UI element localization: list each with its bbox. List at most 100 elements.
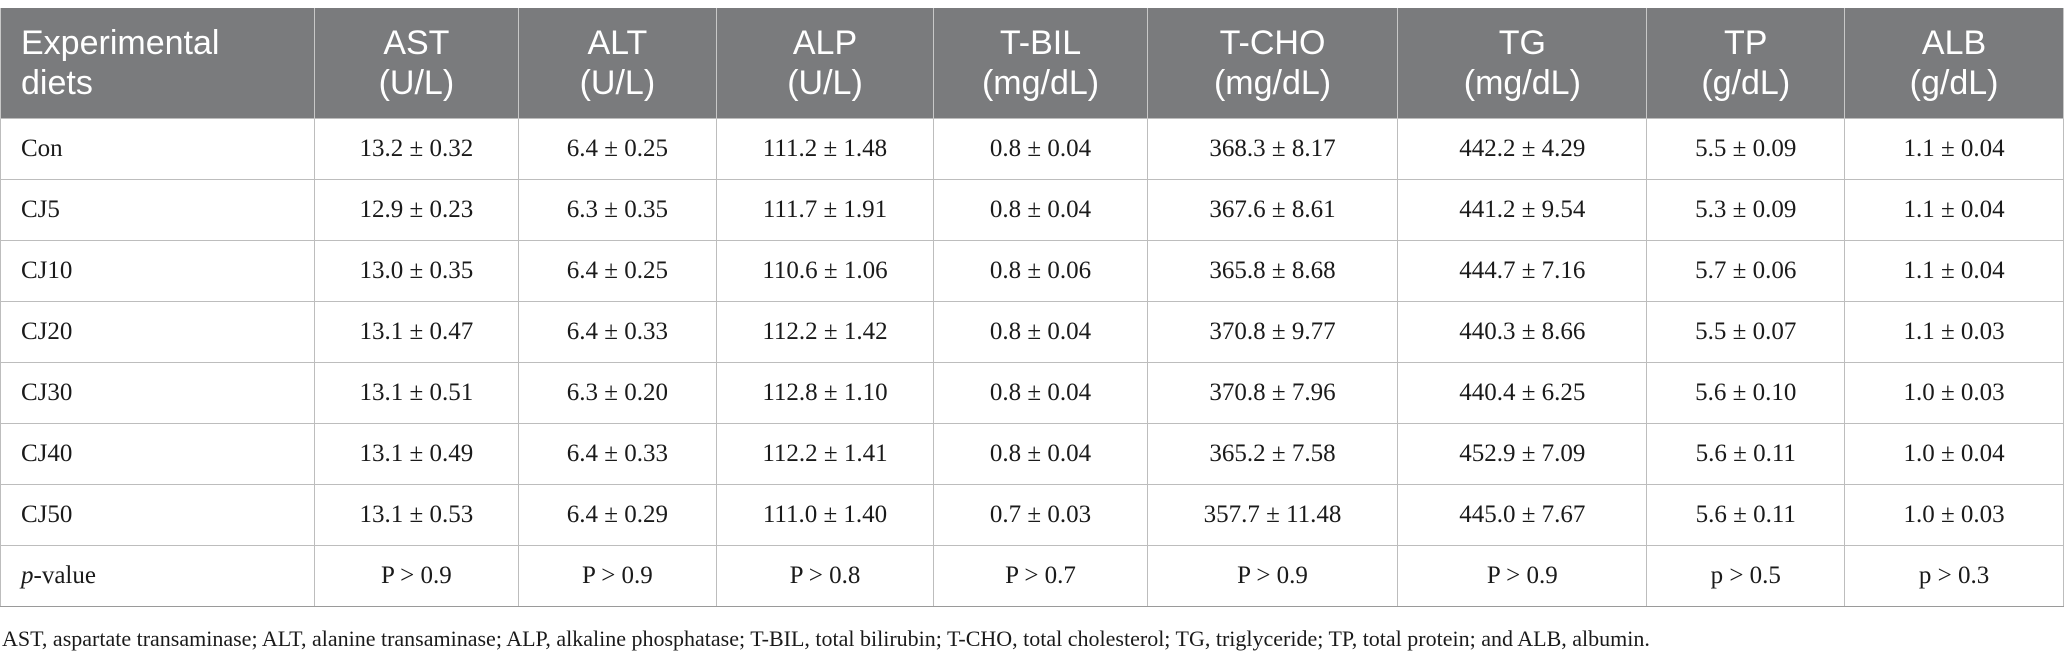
table-row-cj20: CJ20 13.1 ± 0.47 6.4 ± 0.33 112.2 ± 1.42…	[0, 300, 2064, 363]
cell-tp: 5.6 ± 0.11	[1646, 483, 1846, 546]
cell-tp: 5.6 ± 0.10	[1646, 361, 1846, 424]
table-row-cj5: CJ5 12.9 ± 0.23 6.3 ± 0.35 111.7 ± 1.91 …	[0, 178, 2064, 241]
header-t-bil: T-BIL (mg/dL)	[933, 8, 1148, 118]
cell-alt: 6.4 ± 0.33	[518, 300, 717, 363]
cell-alt: 6.4 ± 0.33	[518, 422, 717, 485]
header-ast: AST (U/L)	[313, 8, 520, 118]
cell-ast: 13.0 ± 0.35	[313, 239, 520, 302]
row-label: CJ30	[0, 361, 315, 424]
cell-ast: 13.2 ± 0.32	[313, 117, 520, 180]
header-unit: (g/dL)	[1701, 63, 1791, 102]
header-line: T-CHO	[1219, 23, 1326, 62]
cell-tg: 444.7 ± 7.16	[1397, 239, 1648, 302]
row-label: CJ40	[0, 422, 315, 485]
row-label: CJ5	[0, 178, 315, 241]
header-unit: (mg/dL)	[1463, 63, 1581, 102]
cell-tg: 440.3 ± 8.66	[1397, 300, 1648, 363]
cell-alt: 6.4 ± 0.25	[518, 239, 717, 302]
cell-alb: 1.0 ± 0.03	[1844, 483, 2064, 546]
cell-alp: 112.2 ± 1.42	[715, 300, 935, 363]
cell-tg: 442.2 ± 4.29	[1397, 117, 1648, 180]
cell-t-bil: 0.8 ± 0.04	[933, 178, 1148, 241]
cell-alb: 1.1 ± 0.03	[1844, 300, 2064, 363]
cell-tp: 5.5 ± 0.07	[1646, 300, 1846, 363]
header-unit: (g/dL)	[1909, 63, 1999, 102]
header-line: T-BIL	[999, 23, 1082, 62]
header-alb: ALB (g/dL)	[1844, 8, 2064, 118]
cell-alp: 111.7 ± 1.91	[715, 178, 935, 241]
cell-t-bil: 0.8 ± 0.04	[933, 300, 1148, 363]
header-line: ALB	[1921, 23, 1987, 62]
header-line: TG	[1498, 23, 1546, 62]
header-unit: (U/L)	[579, 63, 656, 102]
header-line: diets	[21, 63, 93, 102]
table-body: Con 13.2 ± 0.32 6.4 ± 0.25 111.2 ± 1.48 …	[0, 117, 2064, 607]
header-tg: TG (mg/dL)	[1397, 8, 1648, 118]
cell-alp: 110.6 ± 1.06	[715, 239, 935, 302]
row-label: CJ50	[0, 483, 315, 546]
p-value-label: p-value	[0, 544, 315, 607]
table-header: Experimental diets AST (U/L) ALT (U/L) A…	[0, 8, 2064, 118]
table-row-con: Con 13.2 ± 0.32 6.4 ± 0.25 111.2 ± 1.48 …	[0, 117, 2064, 180]
header-unit: (mg/dL)	[981, 63, 1100, 102]
cell-alp: 112.8 ± 1.10	[715, 361, 935, 424]
header-alp: ALP (U/L)	[715, 8, 935, 118]
cell-alp: 111.2 ± 1.48	[715, 117, 935, 180]
row-label: CJ20	[0, 300, 315, 363]
data-table: Experimental diets AST (U/L) ALT (U/L) A…	[0, 8, 2064, 607]
p-value-alt: P > 0.9	[518, 544, 717, 607]
cell-tg: 452.9 ± 7.09	[1397, 422, 1648, 485]
cell-t-cho: 370.8 ± 9.77	[1146, 300, 1399, 363]
header-alt: ALT (U/L)	[518, 8, 717, 118]
p-value-t-cho: P > 0.9	[1146, 544, 1399, 607]
table-row-cj50: CJ50 13.1 ± 0.53 6.4 ± 0.29 111.0 ± 1.40…	[0, 483, 2064, 546]
p-value-tp: p > 0.5	[1646, 544, 1846, 607]
cell-alp: 111.0 ± 1.40	[715, 483, 935, 546]
table-footnote: AST, aspartate transaminase; ALT, alanin…	[2, 626, 1650, 651]
cell-alt: 6.4 ± 0.29	[518, 483, 717, 546]
p-value-tg: P > 0.9	[1397, 544, 1648, 607]
p-value-alb: p > 0.3	[1844, 544, 2064, 607]
cell-tp: 5.7 ± 0.06	[1646, 239, 1846, 302]
cell-alt: 6.3 ± 0.20	[518, 361, 717, 424]
cell-alt: 6.4 ± 0.25	[518, 117, 717, 180]
cell-tp: 5.6 ± 0.11	[1646, 422, 1846, 485]
cell-ast: 13.1 ± 0.49	[313, 422, 520, 485]
table-row-cj10: CJ10 13.0 ± 0.35 6.4 ± 0.25 110.6 ± 1.06…	[0, 239, 2064, 302]
cell-ast: 13.1 ± 0.53	[313, 483, 520, 546]
p-value-suffix: -value	[33, 561, 96, 589]
cell-alb: 1.1 ± 0.04	[1844, 117, 2064, 180]
row-label: CJ10	[0, 239, 315, 302]
cell-t-bil: 0.8 ± 0.04	[933, 361, 1148, 424]
p-value-alp: P > 0.8	[715, 544, 935, 607]
p-value-ast: P > 0.9	[313, 544, 520, 607]
row-label: Con	[0, 117, 315, 180]
header-t-cho: T-CHO (mg/dL)	[1146, 8, 1399, 118]
p-italic: p	[21, 561, 34, 589]
cell-t-cho: 365.2 ± 7.58	[1146, 422, 1399, 485]
header-line: Experimental	[21, 23, 220, 62]
table-row-cj40: CJ40 13.1 ± 0.49 6.4 ± 0.33 112.2 ± 1.41…	[0, 422, 2064, 485]
cell-tg: 445.0 ± 7.67	[1397, 483, 1648, 546]
cell-t-cho: 357.7 ± 11.48	[1146, 483, 1399, 546]
cell-ast: 13.1 ± 0.47	[313, 300, 520, 363]
cell-ast: 13.1 ± 0.51	[313, 361, 520, 424]
cell-tg: 440.4 ± 6.25	[1397, 361, 1648, 424]
cell-alb: 1.1 ± 0.04	[1844, 239, 2064, 302]
header-unit: (U/L)	[378, 63, 455, 102]
cell-t-cho: 370.8 ± 7.96	[1146, 361, 1399, 424]
cell-t-cho: 368.3 ± 8.17	[1146, 117, 1399, 180]
header-line: ALT	[587, 23, 648, 62]
cell-alb: 1.1 ± 0.04	[1844, 178, 2064, 241]
cell-tg: 441.2 ± 9.54	[1397, 178, 1648, 241]
cell-t-cho: 365.8 ± 8.68	[1146, 239, 1399, 302]
cell-tp: 5.3 ± 0.09	[1646, 178, 1846, 241]
table-row-p-value: p-value P > 0.9 P > 0.9 P > 0.8 P > 0.7 …	[0, 544, 2064, 607]
p-value-t-bil: P > 0.7	[933, 544, 1148, 607]
cell-t-cho: 367.6 ± 8.61	[1146, 178, 1399, 241]
cell-ast: 12.9 ± 0.23	[313, 178, 520, 241]
header-unit: (U/L)	[787, 63, 863, 102]
cell-t-bil: 0.8 ± 0.06	[933, 239, 1148, 302]
header-experimental-diets: Experimental diets	[0, 8, 315, 118]
header-line: TP	[1724, 23, 1768, 62]
